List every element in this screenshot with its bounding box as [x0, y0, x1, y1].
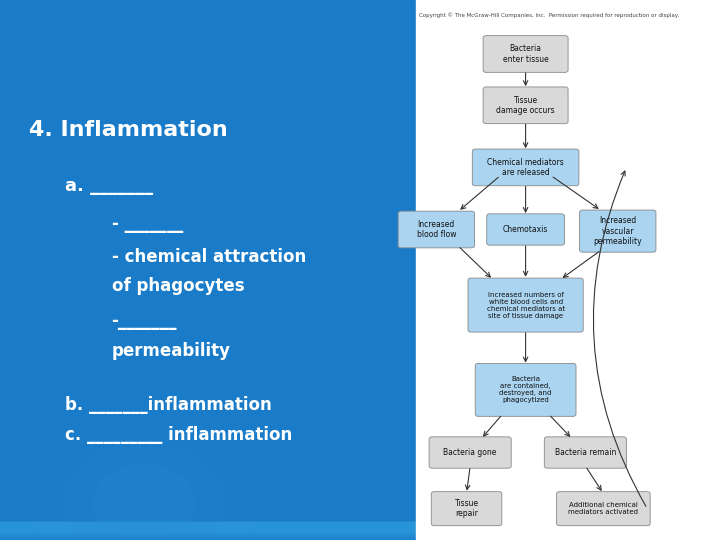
Bar	[0, 529, 416, 537]
Text: Bacteria
are contained,
destroyed, and
phagocytized: Bacteria are contained, destroyed, and p…	[500, 376, 552, 403]
FancyBboxPatch shape	[483, 36, 568, 72]
Bar	[0, 529, 416, 538]
Bar	[0, 529, 416, 538]
Circle shape	[29, 416, 259, 540]
Bar	[0, 525, 416, 534]
FancyBboxPatch shape	[483, 87, 568, 124]
Bar	[0, 525, 416, 534]
Bar	[0, 526, 416, 536]
Text: of phagocytes: of phagocytes	[112, 277, 244, 295]
Bar	[416, 0, 720, 540]
FancyBboxPatch shape	[431, 491, 502, 526]
Bar	[0, 526, 416, 535]
Bar	[0, 529, 416, 538]
Bar	[0, 528, 416, 537]
Text: 4. Inflammation: 4. Inflammation	[29, 119, 228, 140]
FancyBboxPatch shape	[472, 149, 579, 186]
Bar	[0, 528, 416, 537]
Bar	[0, 523, 416, 532]
Text: Bacteria
enter tissue: Bacteria enter tissue	[503, 44, 549, 64]
Bar	[0, 526, 416, 535]
Bar	[0, 523, 416, 532]
Bar	[0, 523, 416, 532]
Bar	[0, 525, 416, 534]
Bar	[0, 524, 416, 534]
Text: permeability: permeability	[112, 342, 230, 360]
Text: Additional chemical
mediators activated: Additional chemical mediators activated	[568, 502, 639, 515]
Circle shape	[65, 443, 223, 540]
Bar	[0, 529, 416, 538]
Bar	[0, 526, 416, 535]
Bar	[0, 531, 416, 540]
Bar	[0, 525, 416, 534]
FancyBboxPatch shape	[544, 437, 626, 468]
Bar	[0, 523, 416, 532]
Bar	[0, 523, 416, 532]
FancyBboxPatch shape	[580, 210, 656, 252]
Bar	[0, 528, 416, 537]
Bar	[0, 527, 416, 536]
Bar	[0, 528, 416, 537]
Bar	[0, 524, 416, 533]
Bar	[0, 526, 416, 535]
FancyBboxPatch shape	[557, 491, 650, 526]
Bar	[0, 531, 416, 540]
Bar	[0, 524, 416, 532]
Text: - chemical attraction: - chemical attraction	[112, 247, 306, 266]
Text: -_______: -_______	[112, 312, 177, 330]
Bar	[0, 528, 416, 537]
Bar	[0, 530, 416, 539]
Text: a. _______: a. _______	[65, 177, 153, 195]
Text: - _______: - _______	[112, 215, 183, 233]
Bar	[0, 522, 416, 531]
Text: Increased numbers of
white blood cells and
chemical mediators at
site of tissue : Increased numbers of white blood cells a…	[487, 292, 564, 319]
Text: Increased
blood flow: Increased blood flow	[417, 220, 456, 239]
Text: Chemical mediators
are released: Chemical mediators are released	[487, 158, 564, 177]
FancyBboxPatch shape	[429, 437, 511, 468]
Bar	[0, 530, 416, 539]
Bar	[0, 530, 416, 539]
Bar	[0, 524, 416, 534]
Bar	[0, 530, 416, 539]
Bar	[0, 522, 416, 531]
Bar	[0, 527, 416, 536]
Bar	[0, 529, 416, 538]
Bar	[0, 524, 416, 533]
Text: Chemotaxis: Chemotaxis	[503, 225, 549, 234]
FancyBboxPatch shape	[468, 278, 583, 332]
Bar	[0, 527, 416, 536]
Bar	[0, 525, 416, 535]
Bar	[0, 524, 416, 533]
Bar	[0, 528, 416, 536]
Bar	[0, 527, 416, 536]
FancyBboxPatch shape	[398, 211, 474, 248]
FancyBboxPatch shape	[475, 363, 576, 416]
Bar	[0, 526, 416, 535]
Bar	[0, 530, 416, 539]
Bar	[0, 525, 416, 535]
Bar	[0, 525, 416, 534]
Text: Increased
vascular
permeability: Increased vascular permeability	[593, 216, 642, 246]
Text: Copyright © The McGraw-Hill Companies, Inc.  Permission required for reproductio: Copyright © The McGraw-Hill Companies, I…	[419, 12, 679, 18]
Bar	[0, 531, 416, 539]
FancyBboxPatch shape	[487, 214, 564, 245]
Bar	[0, 524, 416, 534]
Bar	[0, 523, 416, 531]
Text: b. _______inflammation: b. _______inflammation	[65, 396, 271, 414]
Bar	[0, 530, 416, 539]
Bar	[0, 526, 416, 536]
Bar	[0, 529, 416, 538]
Bar	[0, 0, 416, 540]
Text: Tissue
repair: Tissue repair	[454, 499, 479, 518]
Circle shape	[94, 464, 194, 540]
Bar	[0, 530, 416, 538]
Text: Tissue
damage occurs: Tissue damage occurs	[496, 96, 555, 115]
Text: Bacteria gone: Bacteria gone	[444, 448, 497, 457]
Text: c. _________ inflammation: c. _________ inflammation	[65, 426, 292, 444]
Bar	[0, 523, 416, 531]
Bar	[0, 530, 416, 539]
Bar	[0, 528, 416, 537]
Text: Bacteria remain: Bacteria remain	[554, 448, 616, 457]
Bar	[0, 523, 416, 532]
